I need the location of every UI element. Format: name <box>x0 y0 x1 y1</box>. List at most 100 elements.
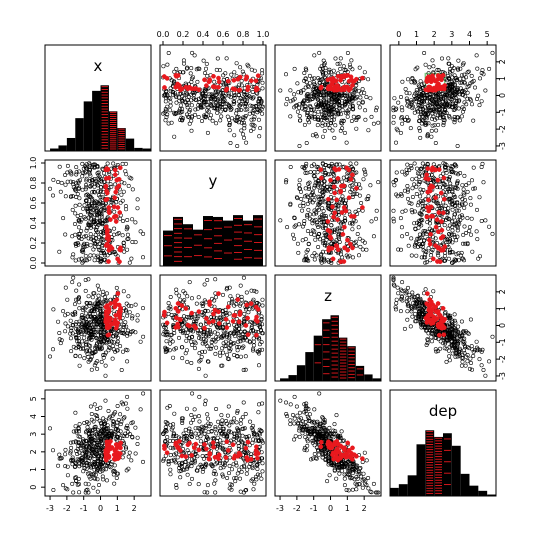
point <box>341 64 346 69</box>
point-highlight <box>335 217 340 222</box>
point <box>423 122 428 127</box>
hist-bar-x-4 <box>83 101 93 151</box>
point <box>303 85 308 90</box>
point <box>456 67 461 72</box>
point <box>391 114 396 119</box>
point <box>448 71 453 76</box>
point <box>424 110 429 115</box>
point-highlight <box>423 87 429 93</box>
point <box>303 104 308 109</box>
point <box>242 135 247 140</box>
hist-bar-z-1 <box>288 375 297 381</box>
point <box>324 108 329 113</box>
point <box>457 118 462 123</box>
point <box>422 95 427 100</box>
hist-bar-y-2 <box>183 224 193 266</box>
point <box>211 106 216 111</box>
point <box>327 126 332 131</box>
point <box>437 96 442 101</box>
point <box>329 90 334 95</box>
point <box>477 76 482 81</box>
point <box>189 128 194 133</box>
point-highlight <box>106 247 112 253</box>
point <box>410 76 415 81</box>
point <box>465 90 470 95</box>
point <box>449 79 454 84</box>
point <box>184 90 189 95</box>
point <box>321 99 326 104</box>
point <box>343 110 348 115</box>
point-highlight <box>433 224 439 230</box>
point <box>182 96 187 101</box>
point <box>161 93 166 98</box>
point <box>232 70 237 75</box>
point <box>345 50 350 55</box>
point <box>342 130 347 135</box>
point <box>218 104 223 109</box>
point <box>169 78 174 83</box>
point <box>171 79 176 84</box>
point-highlight <box>338 259 343 265</box>
point <box>346 95 351 100</box>
point <box>322 128 327 133</box>
point <box>444 92 449 97</box>
point <box>446 74 451 79</box>
point <box>304 141 309 146</box>
point <box>455 86 460 91</box>
point <box>354 126 359 131</box>
point <box>332 97 337 102</box>
point <box>198 103 203 108</box>
point <box>315 95 320 100</box>
point-highlight <box>237 312 243 317</box>
point <box>405 119 410 124</box>
point <box>163 92 168 97</box>
point <box>201 58 206 63</box>
point <box>316 76 321 81</box>
point <box>225 101 230 106</box>
point <box>364 95 369 100</box>
point <box>297 144 302 149</box>
point-highlight <box>254 332 259 338</box>
point <box>333 56 338 61</box>
point <box>321 97 326 102</box>
point <box>221 99 226 104</box>
point <box>455 144 460 149</box>
point-highlight <box>346 167 352 173</box>
point-highlight <box>339 183 344 189</box>
point <box>336 96 341 101</box>
point <box>193 107 198 112</box>
panel-dep-x <box>44 389 152 497</box>
point <box>356 89 361 94</box>
point <box>310 108 315 113</box>
point <box>436 68 441 73</box>
point <box>412 78 417 83</box>
point-highlight <box>103 197 109 203</box>
point <box>223 108 228 113</box>
point <box>422 50 427 55</box>
point-highlight <box>211 73 216 79</box>
point-highlight <box>338 189 343 195</box>
point <box>177 95 182 100</box>
point <box>434 116 439 121</box>
point <box>233 117 238 122</box>
point-highlight <box>112 195 118 201</box>
point <box>407 91 412 96</box>
point <box>191 75 196 80</box>
point <box>164 115 169 120</box>
point <box>450 88 455 93</box>
point <box>344 100 349 105</box>
point-highlight <box>354 185 359 191</box>
point <box>195 106 200 111</box>
point <box>449 64 454 69</box>
point <box>455 66 460 71</box>
point <box>171 110 176 115</box>
point <box>423 62 428 67</box>
point <box>217 68 222 73</box>
point <box>466 69 471 74</box>
point <box>326 111 331 116</box>
point <box>165 62 170 67</box>
point <box>429 108 434 113</box>
point-highlight <box>330 204 335 210</box>
point <box>205 96 210 101</box>
hist-bar-x-2 <box>66 137 76 151</box>
